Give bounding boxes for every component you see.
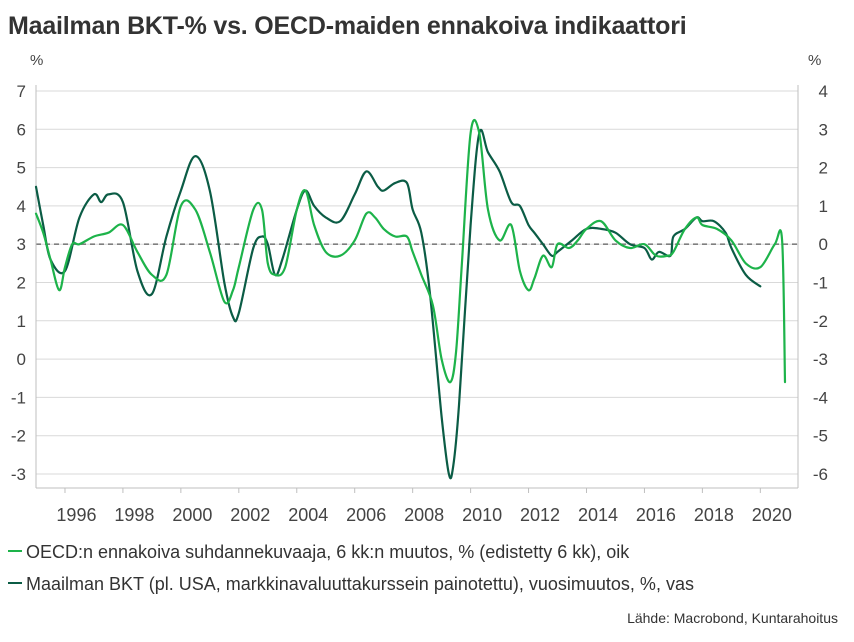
legend-label-oecd: OECD:n ennakoiva suhdannekuvaaja, 6 kk:n… <box>26 542 630 562</box>
series-line-oecd <box>34 119 787 384</box>
chart-title: Maailman BKT-% vs. OECD-maiden ennakoiva… <box>8 12 687 40</box>
right-tick-label: 2 <box>819 159 828 178</box>
axes: -3 -2 -1 0 1 2 3 4 5 6 7 -6 -5 -4 -3 -2 -1 0 1 2 3 4 1996 1998 2… <box>11 82 828 525</box>
right-tick-label: -6 <box>813 465 828 484</box>
x-tick-label: 2016 <box>636 505 676 525</box>
series-lines <box>34 119 787 480</box>
x-tick-label: 2014 <box>578 505 618 525</box>
left-tick-label: 6 <box>17 120 26 139</box>
left-tick-label: 5 <box>17 159 26 178</box>
series-line-gdp <box>34 128 762 480</box>
left-tick-label: 1 <box>17 312 26 331</box>
left-tick-label: 0 <box>17 350 26 369</box>
left-axis-unit: % <box>30 52 44 69</box>
legend-item-oecd: OECD:n ennakoiva suhdannekuvaaja, 6 kk:n… <box>8 542 629 563</box>
left-tick-label: -3 <box>11 465 26 484</box>
x-tick-label: 2006 <box>346 505 386 525</box>
right-tick-label: -3 <box>813 350 828 369</box>
gridlines <box>36 90 798 475</box>
right-tick-label: 0 <box>819 235 828 254</box>
x-tick-label: 2020 <box>752 505 792 525</box>
left-tick-label: -1 <box>11 388 26 407</box>
x-tick-label: 1996 <box>56 505 96 525</box>
x-tick-label: 1998 <box>114 505 154 525</box>
right-tick-label: -5 <box>813 427 828 446</box>
legend-swatch-oecd <box>8 550 22 553</box>
x-tick-label: 2010 <box>462 505 502 525</box>
right-tick-label: -1 <box>813 274 828 293</box>
source-note: Lähde: Macrobond, Kuntarahoitus <box>627 610 838 626</box>
left-tick-label: 7 <box>17 82 26 101</box>
legend-label-gdp: Maailman BKT (pl. USA, markkinavaluuttak… <box>26 574 694 594</box>
x-tick-label: 2002 <box>230 505 270 525</box>
x-tick-label: 2018 <box>694 505 734 525</box>
x-tick-label: 2000 <box>172 505 212 525</box>
right-tick-label: -2 <box>813 312 828 331</box>
x-tick-label: 2008 <box>404 505 444 525</box>
legend-swatch-gdp <box>8 582 22 585</box>
right-axis-unit: % <box>808 52 822 69</box>
right-tick-label: 3 <box>819 120 828 139</box>
left-tick-label: 3 <box>17 235 26 254</box>
right-tick-label: -4 <box>813 388 828 407</box>
x-tick-label: 2004 <box>288 505 328 525</box>
legend-item-gdp: Maailman BKT (pl. USA, markkinavaluuttak… <box>8 574 694 595</box>
left-tick-label: 4 <box>17 197 26 216</box>
right-tick-label: 1 <box>819 197 828 216</box>
left-tick-label: -2 <box>11 427 26 446</box>
left-tick-label: 2 <box>17 274 26 293</box>
right-tick-label: 4 <box>819 82 828 101</box>
x-tick-label: 2012 <box>520 505 560 525</box>
